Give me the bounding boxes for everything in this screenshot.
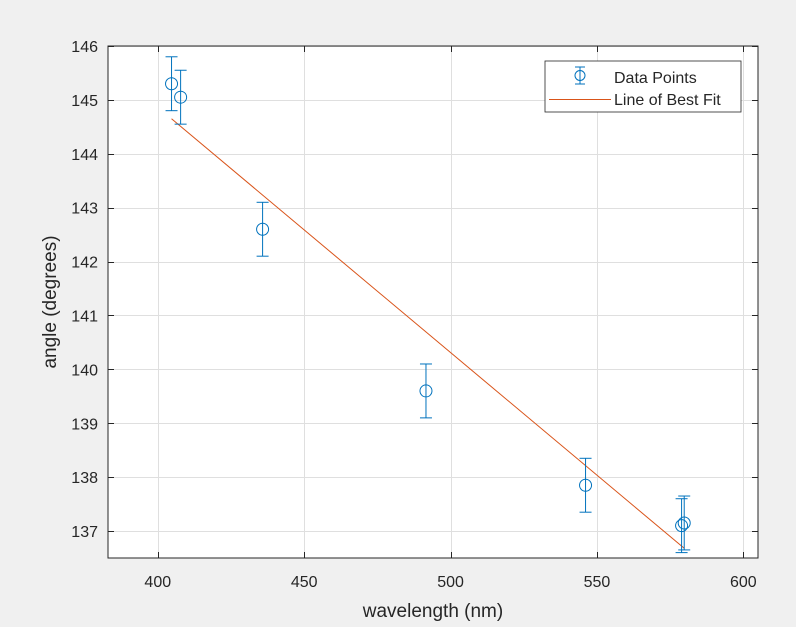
- legend-entry-best-fit: Line of Best Fit: [549, 92, 721, 109]
- legend-label-best-fit: Line of Best Fit: [614, 92, 721, 109]
- data-point: [419, 363, 433, 419]
- y-tick-label: 146: [71, 39, 98, 56]
- y-tick-label: 137: [71, 524, 98, 541]
- data-marker: [675, 519, 689, 533]
- x-tick-label: 400: [144, 574, 171, 591]
- y-tick-label: 142: [71, 255, 98, 272]
- y-tick-label: 144: [71, 147, 98, 164]
- data-points-layer: [165, 56, 691, 554]
- x-axis-label: wavelength (nm): [362, 601, 503, 622]
- data-marker: [579, 478, 593, 492]
- data-marker: [419, 384, 433, 398]
- data-point: [579, 457, 593, 513]
- legend-box: [544, 60, 742, 113]
- data-point: [675, 498, 689, 554]
- legend: Data Points Line of Best Fit: [544, 60, 742, 113]
- data-point: [165, 56, 179, 112]
- y-axis-label: angle (degrees): [40, 235, 61, 368]
- x-tick-label: 450: [291, 574, 318, 591]
- best-fit-line: [171, 118, 685, 549]
- x-tick-label: 500: [437, 574, 464, 591]
- y-tick-label: 141: [71, 308, 98, 325]
- y-tick-label: 140: [71, 362, 98, 379]
- y-tick-label: 145: [71, 93, 98, 110]
- data-point: [256, 201, 270, 257]
- axes-box: [107, 45, 759, 559]
- data-marker: [677, 516, 691, 530]
- x-tick-label: 600: [730, 574, 757, 591]
- axis-ticks: 400 450 500 550 600 137 138 139 140 141 142 143 144 1…: [71, 39, 758, 591]
- y-tick-label: 138: [71, 470, 98, 487]
- x-tick-label: 550: [584, 574, 611, 591]
- legend-label-data-points: Data Points: [614, 70, 697, 87]
- y-tick-label: 143: [71, 201, 98, 218]
- legend-circle-marker-icon: [574, 70, 586, 81]
- legend-entry-data-points: Data Points: [574, 66, 697, 87]
- y-tick-label: 139: [71, 416, 98, 433]
- data-marker: [256, 222, 270, 236]
- data-marker: [174, 90, 188, 104]
- data-point: [174, 69, 188, 125]
- axes-background: [108, 46, 758, 558]
- data-marker: [165, 77, 179, 91]
- data-point: [677, 495, 691, 551]
- fit-line-layer: [171, 118, 685, 549]
